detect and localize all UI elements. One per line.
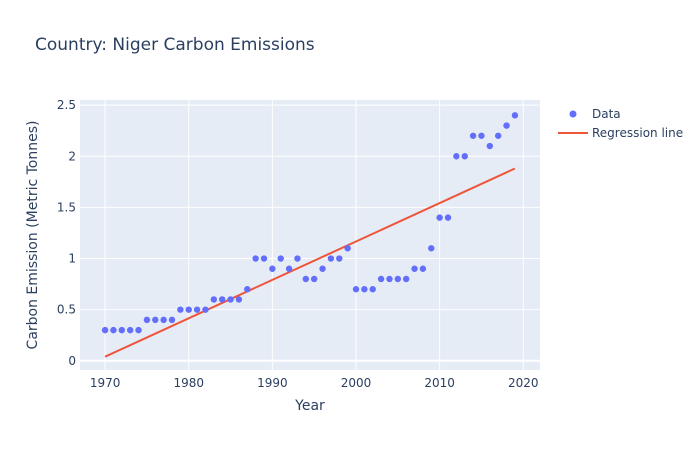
plot-area: [80, 100, 540, 370]
data-point: [319, 265, 326, 272]
data-point: [218, 296, 226, 303]
x-tick-label: 2000: [341, 376, 372, 390]
x-axis-ticks: 1970 1980 1990 2000 2010 2020: [90, 376, 539, 390]
y-tick-label: 2: [68, 149, 76, 163]
data-point: [269, 265, 276, 272]
legend-item-regression[interactable]: Regression line: [558, 126, 683, 140]
regression-series: [104, 167, 516, 358]
data-point: [436, 214, 443, 221]
y-tick-label: 2.5: [57, 98, 76, 112]
data-point: [444, 214, 452, 221]
data-point: [260, 255, 268, 262]
legend-item-data[interactable]: Data: [569, 107, 621, 121]
data-point: [511, 112, 519, 119]
data-point: [168, 316, 176, 324]
y-tick-label: 0: [68, 354, 76, 368]
data-point: [503, 122, 510, 129]
data-point: [252, 255, 259, 262]
data-point: [118, 326, 126, 334]
data-point: [294, 255, 301, 262]
data-point: [185, 306, 192, 313]
data-point: [494, 132, 502, 139]
y-axis-label: Carbon Emission (Metric Tonnes): [25, 121, 41, 350]
y-tick-label: 1.5: [57, 200, 76, 214]
legend-label-data: Data: [592, 107, 621, 121]
data-point: [419, 265, 427, 272]
data-point: [227, 296, 234, 303]
data-point: [126, 326, 134, 334]
data-point: [386, 275, 393, 283]
data-point: [110, 326, 117, 334]
regression-line: [104, 167, 516, 358]
data-point: [135, 326, 142, 334]
y-tick-label: 0.5: [57, 303, 76, 317]
data-point: [344, 245, 351, 252]
data-point: [377, 275, 385, 283]
data-point: [285, 265, 293, 272]
data-point: [235, 296, 243, 303]
data-point: [160, 316, 167, 324]
data-point: [193, 306, 201, 313]
data-point: [336, 255, 343, 262]
data-point: [327, 255, 335, 262]
legend-marker-data: [569, 110, 577, 118]
data-point: [428, 245, 435, 252]
x-axis-label: Year: [294, 398, 325, 414]
legend-label-regression: Regression line: [592, 126, 683, 140]
data-point: [486, 142, 494, 150]
data-point: [402, 275, 410, 283]
x-tick-label: 2010: [424, 376, 455, 390]
data-point: [244, 286, 251, 293]
data-point: [361, 286, 368, 293]
data-point: [469, 132, 477, 139]
x-tick-label: 1990: [257, 376, 288, 390]
data-point: [352, 286, 360, 293]
data-point: [302, 275, 310, 283]
y-tick-label: 1: [68, 252, 76, 266]
data-point: [210, 296, 218, 303]
data-point: [461, 153, 468, 160]
x-tick-label: 1980: [173, 376, 204, 390]
x-tick-label: 1970: [90, 376, 121, 390]
data-point: [177, 306, 184, 313]
data-point: [202, 306, 209, 313]
data-point: [143, 316, 151, 324]
legend[interactable]: Data Regression line: [558, 107, 683, 140]
data-point: [310, 275, 318, 283]
x-tick-label: 2020: [508, 376, 539, 390]
data-point: [369, 286, 376, 293]
data-point: [101, 326, 109, 334]
data-point: [453, 153, 460, 160]
data-series: [101, 112, 519, 334]
data-point: [152, 316, 159, 324]
chart-title: Country: Niger Carbon Emissions: [35, 35, 315, 55]
data-point: [277, 255, 284, 262]
data-point: [411, 265, 418, 272]
data-point: [394, 275, 402, 283]
y-axis-ticks: 0 0.5 1 1.5 2 2.5: [57, 98, 76, 368]
data-point: [478, 132, 485, 139]
